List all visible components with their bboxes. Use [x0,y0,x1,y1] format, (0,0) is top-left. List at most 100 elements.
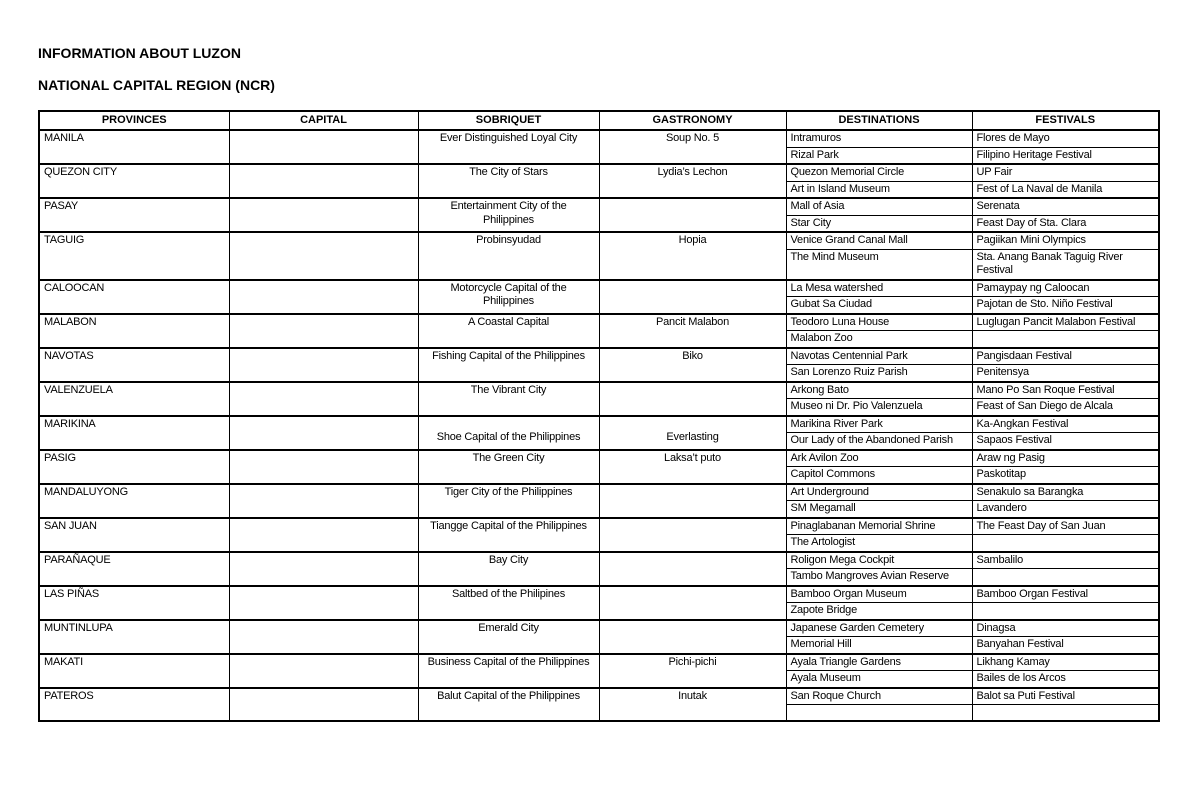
table-row-continuation: SM Megamall Lavandero [39,500,1160,518]
destination-cell: Our Lady of the Abandoned Parish [785,432,973,450]
destination-cell: The Mind Museum [785,248,973,280]
sobriquet-cell: Fishing Capital of the Philippines [417,346,600,382]
table-row: PASIG The Green City Laksa’t puto Ark Avilo… [38,448,1160,484]
destination-cell: Ayala Triangle Gardens [785,652,973,671]
sobriquet-cell: Probinsyudad [417,231,600,280]
column-header-capital: CAPITAL [228,110,419,131]
capital-cell [228,686,419,722]
destination-cell: Tambo Mangroves Avian Reserve [785,568,973,586]
festival-cell [971,568,1160,586]
province-cell: MANDALUYONG [38,482,230,518]
festival-cell: Senakulo sa Barangka [971,482,1160,501]
table-row: MAKATI Business Capital of the Philippine… [38,652,1160,688]
table-row: TAGUIG Probinsyudad Hopia Venice Grand Cana… [38,231,1160,280]
sobriquet-cell: Emerald City [417,618,600,654]
capital-cell [228,380,419,416]
destination-cell: Marikina River Park [785,414,973,433]
festival-cell: Ka-Angkan Festival [971,414,1160,433]
destination-cell: Memorial Hill [785,636,973,654]
table-row-continuation: Art in Island Museum Fest of La Naval de … [39,180,1160,199]
destination-cell: La Mesa watershed [785,278,973,297]
table-row: MANDALUYONG Tiger City of the Philippines… [38,482,1160,518]
festival-cell: Filipino Heritage Festival [971,146,1160,165]
gastronomy-cell: Everlasting [598,414,787,450]
destination-cell: Ayala Museum [785,670,973,688]
gastronomy-cell: Biko [598,346,787,382]
destination-cell: Pinaglabanan Memorial Shrine [785,516,973,535]
table-row-continuation: Malabon Zoo [39,330,1160,348]
column-header-destinations: DESTINATIONS [785,110,973,131]
table-row-continuation: Zapote Bridge [39,602,1160,620]
festival-cell [971,330,1160,348]
destination-cell: Zapote Bridge [785,602,973,620]
province-cell: MANILA [38,129,230,165]
column-header-gastronomy: GASTRONOMY [598,110,787,131]
gastronomy-cell: Hopia [598,231,787,280]
destination-cell: Arkong Bato [785,380,973,399]
festival-cell: Pajotan de Sto. Niño Festival [971,296,1160,314]
gastronomy-cell: Lydia’s Lechon [598,163,787,199]
festival-cell [971,602,1160,620]
table-row: VALENZUELA The Vibrant City Arkong Bato Man… [38,380,1160,416]
table-row-continuation: Our Lady of the Abandoned Parish Sapaos F… [39,432,1160,450]
table-row: PATEROS Balut Capital of the Philippines I… [38,686,1160,722]
destination-cell: Teodoro Luna House [785,312,973,331]
page-title: INFORMATION ABOUT LUZON [38,45,241,61]
festival-cell: Sambalilo [971,550,1160,569]
capital-cell [228,652,419,688]
destination-cell: Capitol Commons [785,466,973,484]
province-cell: PATEROS [38,686,230,722]
festival-cell: Banyahan Festival [971,636,1160,654]
sobriquet-cell: A Coastal Capital [417,312,600,348]
capital-cell [228,550,419,586]
festival-cell: Flores de Mayo [971,129,1160,148]
festival-cell: Serenata [971,197,1160,216]
table-row: MALABON A Coastal Capital Pancit Malabon Te… [38,312,1160,348]
table-row-continuation: Ayala Museum Bailes de los Arcos [39,670,1160,688]
capital-cell [228,346,419,382]
table-row-continuation: Star City Feast Day of Sta. Clara [39,214,1160,233]
festival-cell: Dinagsa [971,618,1160,637]
sobriquet-cell: Bay City [417,550,600,586]
province-cell: MAKATI [38,652,230,688]
column-header-provinces: PROVINCES [38,110,230,131]
gastronomy-cell [598,584,787,620]
gastronomy-cell [598,618,787,654]
destination-cell: Quezon Memorial Circle [785,163,973,182]
gastronomy-cell [598,516,787,552]
table-row: QUEZON CITY The City of Stars Lydia’s Lech… [38,163,1160,199]
festival-cell: The Feast Day of San Juan [971,516,1160,535]
sobriquet-cell: Tiger City of the Philippines [417,482,600,518]
gastronomy-cell: Laksa’t puto [598,448,787,484]
table-row: MUNTINLUPA Emerald City Japanese Garden Ce… [38,618,1160,654]
province-cell: NAVOTAS [38,346,230,382]
capital-cell [228,584,419,620]
gastronomy-cell [598,482,787,518]
festival-cell: UP Fair [971,163,1160,182]
table-row: LAS PIÑAS Saltbed of the Philipines Bamboo… [38,584,1160,620]
province-cell: VALENZUELA [38,380,230,416]
sobriquet-cell: Shoe Capital of the Philippines [417,414,600,450]
column-header-sobriquet: SOBRIQUET [417,110,600,131]
sobriquet-cell: Entertainment City of the Philippines [417,197,600,233]
capital-cell [228,231,419,280]
province-cell: LAS PIÑAS [38,584,230,620]
province-cell: PASAY [38,197,230,233]
capital-cell [228,516,419,552]
sobriquet-cell: The Green City [417,448,600,484]
province-cell: PASIG [38,448,230,484]
sobriquet-cell: Balut Capital of the Philippines [417,686,600,722]
province-cell: QUEZON CITY [38,163,230,199]
capital-cell [228,618,419,654]
festival-cell: Luglugan Pancit Malabon Festival [971,312,1160,331]
destination-cell: Navotas Centennial Park [785,346,973,365]
province-cell: MALABON [38,312,230,348]
capital-cell [228,448,419,484]
destination-cell: Roligon Mega Cockpit [785,550,973,569]
festival-cell: Lavandero [971,500,1160,518]
gastronomy-cell: Inutak [598,686,787,722]
destination-cell: Japanese Garden Cemetery [785,618,973,637]
festival-cell: Feast Day of Sta. Clara [971,214,1160,233]
table-row: CALOOCAN Motorcycle Capital of the Philip… [38,278,1160,314]
